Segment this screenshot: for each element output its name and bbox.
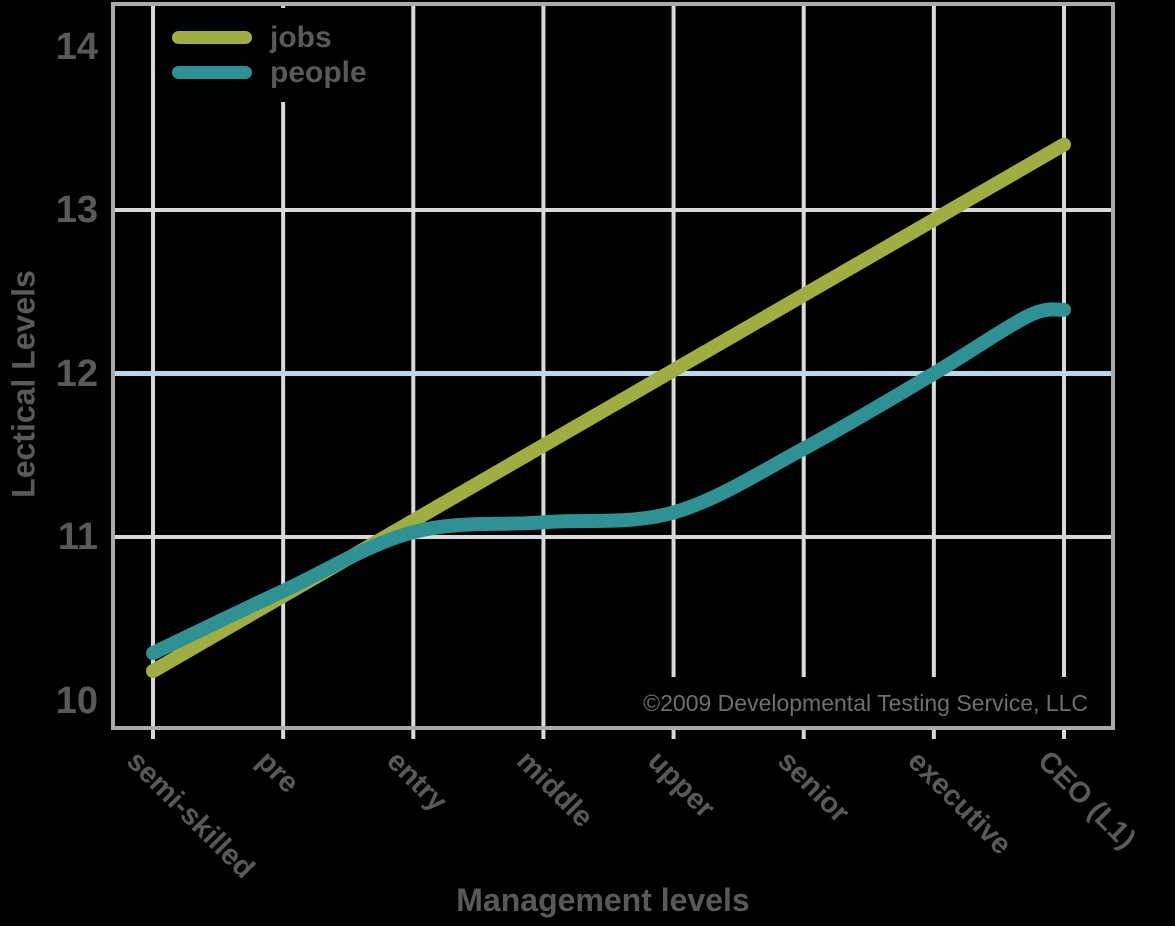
- legend-item-people: people: [172, 55, 408, 90]
- y-axis-title: Lectical Levels: [5, 270, 42, 498]
- y-tick-label-14: 14: [55, 25, 98, 68]
- legend-swatch-jobs: [172, 31, 252, 44]
- legend-label-jobs: jobs: [270, 21, 332, 54]
- legend-label-people: people: [270, 56, 367, 89]
- legend: jobs people: [164, 8, 408, 102]
- plot-frame: [111, 2, 1115, 730]
- x-axis-title: Management levels: [456, 882, 750, 918]
- y-tick-label-12: 12: [55, 352, 98, 395]
- y-tick-label-10: 10: [55, 679, 98, 722]
- legend-item-jobs: jobs: [172, 20, 408, 55]
- series-line-people: [146, 302, 1071, 661]
- y-tick-label-13: 13: [55, 189, 98, 231]
- y-tick-label-11: 11: [57, 516, 98, 558]
- legend-swatch-people: [172, 66, 252, 79]
- copyright-note: ©2009 Developmental Testing Service, LLC: [629, 677, 1100, 726]
